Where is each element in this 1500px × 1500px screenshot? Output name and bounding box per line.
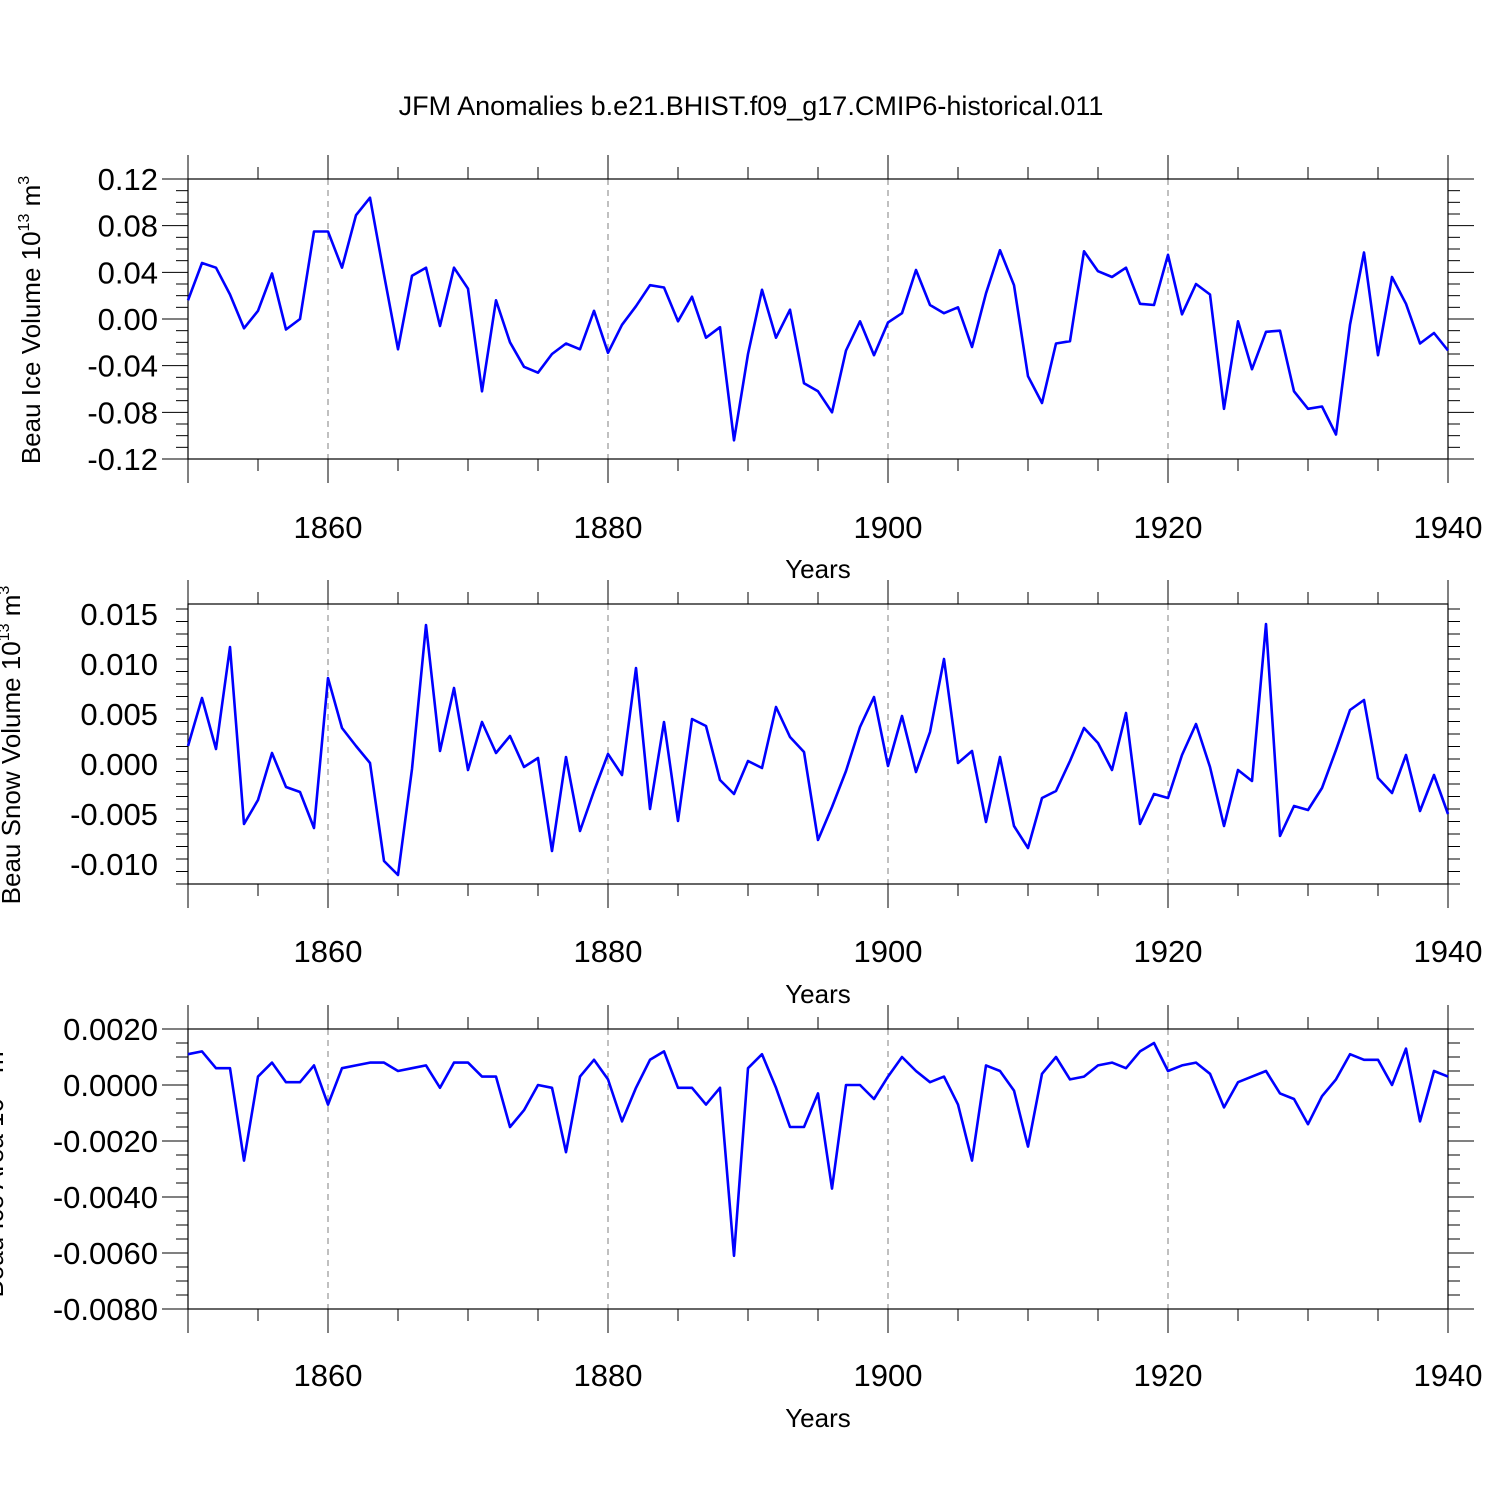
series-line-beau-ice-area bbox=[187, 1041, 1449, 1258]
y-tick-label: -0.0040 bbox=[53, 1180, 158, 1215]
plot-frame bbox=[187, 178, 1449, 460]
y-tick-label: -0.010 bbox=[70, 847, 158, 882]
y-axis-label-text: Beau Ice Area 10 bbox=[0, 1098, 9, 1297]
plot-frame bbox=[187, 1028, 1449, 1310]
x-tick-label: 1920 bbox=[1134, 934, 1203, 969]
y-axis-label-superscript: 13 bbox=[16, 214, 33, 232]
x-tick-label: 1860 bbox=[294, 1358, 363, 1393]
panels: -0.12 -0.08 -0.04 0.00 0.04 0.08 0.12 1860 1880 1… bbox=[0, 155, 1482, 1433]
y-tick-label: 0.00 bbox=[98, 302, 158, 337]
x-tick-label: 1900 bbox=[854, 1358, 923, 1393]
x-tick-label: 1900 bbox=[854, 934, 923, 969]
x-axis-label: Years bbox=[785, 554, 851, 584]
y-axis-label: Beau Ice Area 1013 m2 bbox=[0, 1042, 9, 1297]
y-axis-label-superscript: 13 bbox=[0, 623, 13, 641]
x-tick-label: 1860 bbox=[294, 934, 363, 969]
x-tick-label: 1940 bbox=[1414, 1358, 1483, 1393]
panel-2: -0.010 -0.005 0.000 0.005 0.010 0.015 1860 1880… bbox=[0, 580, 1482, 1009]
y-axis-label-superscript: 3 bbox=[16, 176, 33, 185]
y-tick-label: -0.0060 bbox=[53, 1236, 158, 1271]
y-axis-label-text: m bbox=[0, 595, 26, 624]
y-tick-label: 0.04 bbox=[98, 255, 158, 290]
y-axis-label: Beau Ice Volume 1013 m3 bbox=[16, 176, 46, 464]
y-tick-label: 0.08 bbox=[98, 209, 158, 244]
x-tick-label: 1920 bbox=[1134, 510, 1203, 545]
x-tick-label: 1940 bbox=[1414, 934, 1483, 969]
x-tick-label: 1880 bbox=[574, 1358, 643, 1393]
y-axis-label-text: Beau Ice Volume 10 bbox=[16, 231, 46, 464]
y-tick-label: -0.08 bbox=[87, 395, 158, 430]
y-tick-label: -0.0080 bbox=[53, 1292, 158, 1327]
x-tick-label: 1880 bbox=[574, 510, 643, 545]
y-tick-label: 0.12 bbox=[98, 162, 158, 197]
series-line-beau-snow-volume bbox=[186, 622, 1450, 877]
y-axis-label-text: m bbox=[16, 185, 46, 214]
y-tick-label: 0.015 bbox=[80, 597, 158, 632]
x-tick-label: 1880 bbox=[574, 934, 643, 969]
y-tick-label: -0.0020 bbox=[53, 1124, 158, 1159]
y-tick-label: -0.12 bbox=[87, 442, 158, 477]
figure-title: JFM Anomalies b.e21.BHIST.f09_g17.CMIP6-… bbox=[399, 91, 1104, 121]
series-line-beau-ice-volume bbox=[186, 196, 1450, 442]
x-tick-label: 1920 bbox=[1134, 1358, 1203, 1393]
y-axis-label-text: m bbox=[0, 1051, 9, 1080]
y-tick-label: 0.000 bbox=[80, 747, 158, 782]
x-axis-label: Years bbox=[785, 1403, 851, 1433]
y-tick-label: 0.0020 bbox=[63, 1012, 158, 1047]
x-tick-label: 1940 bbox=[1414, 510, 1483, 545]
y-axis-label-text: Beau Snow Volume 10 bbox=[0, 641, 26, 904]
x-axis-label: Years bbox=[785, 979, 851, 1009]
panel-1: -0.12 -0.08 -0.04 0.00 0.04 0.08 0.12 1860 1880 1… bbox=[16, 155, 1482, 584]
y-axis-label-superscript: 3 bbox=[0, 586, 13, 595]
y-axis-label: Beau Snow Volume 1013 m3 bbox=[0, 586, 26, 905]
y-tick-label: 0.005 bbox=[80, 697, 158, 732]
x-tick-label: 1900 bbox=[854, 510, 923, 545]
y-tick-label: 0.0000 bbox=[63, 1068, 158, 1103]
y-tick-label: 0.010 bbox=[80, 647, 158, 682]
x-tick-label: 1860 bbox=[294, 510, 363, 545]
y-tick-label: -0.005 bbox=[70, 797, 158, 832]
panel-3: -0.0080 -0.0060 -0.0040 -0.0020 0.0000 0.0020… bbox=[0, 1005, 1482, 1433]
y-tick-label: -0.04 bbox=[87, 349, 158, 384]
